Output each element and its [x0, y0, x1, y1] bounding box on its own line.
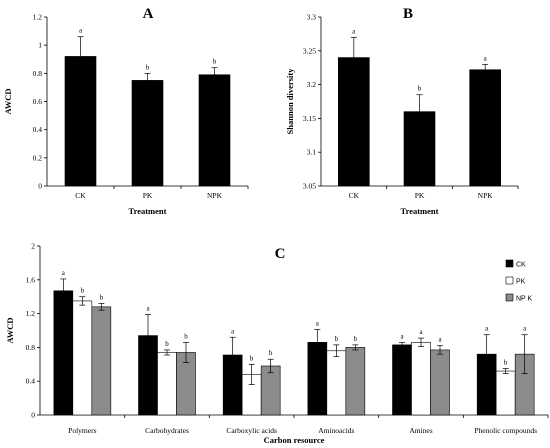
- y-axis-title: AWCD: [5, 318, 15, 344]
- bar: [72, 300, 93, 416]
- y-tick-label: 2: [31, 242, 35, 251]
- legend-label: NP K: [516, 296, 533, 303]
- significance-letter: a: [79, 27, 83, 35]
- x-category-label: Phenolic compounds: [474, 426, 537, 435]
- legend-swatch: [505, 276, 514, 285]
- bar: [392, 344, 412, 416]
- bar: [345, 347, 366, 416]
- y-tick-label: 0.8: [33, 69, 43, 78]
- significance-letter: a: [146, 304, 150, 312]
- bar: [198, 74, 231, 187]
- x-axis-title: Carbon resource: [264, 435, 325, 445]
- x-category-label: PK: [143, 191, 153, 200]
- significance-letter: a: [62, 269, 66, 277]
- significance-letter: b: [354, 335, 358, 343]
- x-category-label: NPK: [207, 191, 223, 200]
- y-tick-label: 3.15: [303, 114, 316, 123]
- bar: [430, 349, 450, 416]
- bar: [338, 57, 370, 187]
- significance-letter: b: [213, 58, 217, 66]
- x-category-label: Polymers: [68, 426, 96, 435]
- x-axis-title: Treatment: [129, 206, 167, 216]
- significance-letter: a: [316, 320, 320, 328]
- significance-letter: a: [438, 336, 442, 344]
- y-tick-label: 1.6: [26, 275, 36, 284]
- significance-letter: a: [419, 328, 423, 336]
- significance-letter: a: [352, 27, 356, 35]
- bar: [131, 80, 164, 187]
- significance-letter: b: [146, 63, 150, 71]
- y-tick-label: 0.6: [33, 97, 43, 106]
- significance-letter: b: [184, 332, 188, 340]
- panel-A-letter: A: [143, 6, 154, 22]
- legend-swatch: [505, 259, 514, 268]
- legend-swatch: [505, 293, 514, 302]
- x-axis-title: Treatment: [401, 206, 439, 216]
- y-tick-label: 0: [31, 411, 35, 420]
- x-category-label: CK: [349, 191, 360, 200]
- x-category-label: NPK: [478, 191, 494, 200]
- x-category-label: Carboxylic acids: [226, 426, 277, 435]
- x-category-label: PK: [415, 191, 425, 200]
- bar: [469, 69, 501, 187]
- significance-letter: a: [400, 332, 404, 340]
- bar: [326, 350, 347, 416]
- y-tick-label: 0.4: [26, 377, 36, 386]
- x-category-label: Amines: [409, 426, 432, 435]
- y-tick-label: 0: [38, 182, 42, 191]
- bar: [260, 365, 281, 416]
- bar: [53, 290, 74, 416]
- significance-letter: b: [504, 359, 508, 367]
- y-tick-label: 1.2: [26, 309, 36, 318]
- bar: [411, 342, 431, 416]
- y-tick-label: 3.2: [307, 80, 317, 89]
- panel-C-letter: C: [275, 246, 286, 262]
- y-tick-label: 0.4: [33, 125, 43, 134]
- significance-letter: b: [269, 349, 273, 357]
- y-tick-label: 3.1: [307, 148, 317, 157]
- significance-letter: a: [523, 325, 527, 333]
- y-tick-label: 3.05: [303, 182, 316, 191]
- significance-letter: a: [484, 54, 488, 62]
- y-axis-title: Shannon diversity: [285, 68, 295, 135]
- y-tick-label: 1.2: [33, 13, 43, 22]
- y-tick-label: 3.3: [307, 13, 317, 22]
- y-tick-label: 0.2: [33, 153, 43, 162]
- x-category-label: Aminoacids: [318, 426, 354, 435]
- significance-letter: b: [418, 85, 422, 93]
- bar: [91, 306, 112, 416]
- significance-letter: b: [335, 335, 339, 343]
- legend-label: PK: [516, 279, 526, 286]
- significance-letter: b: [165, 340, 169, 348]
- x-category-label: CK: [75, 191, 86, 200]
- panel-B-letter: B: [403, 6, 413, 22]
- bar: [495, 370, 516, 416]
- significance-letter: a: [231, 327, 235, 335]
- y-axis-title: AWCD: [3, 89, 13, 115]
- significance-letter: b: [100, 293, 104, 301]
- legend-label: CK: [516, 262, 526, 269]
- y-tick-label: 1: [38, 41, 42, 50]
- bar: [157, 352, 177, 416]
- significance-letter: b: [81, 287, 85, 295]
- y-tick-label: 0.8: [26, 343, 36, 352]
- significance-letter: b: [250, 354, 254, 362]
- significance-letter: a: [485, 325, 489, 333]
- x-category-label: Carbohydrates: [145, 426, 189, 435]
- y-tick-label: 3.25: [303, 46, 316, 55]
